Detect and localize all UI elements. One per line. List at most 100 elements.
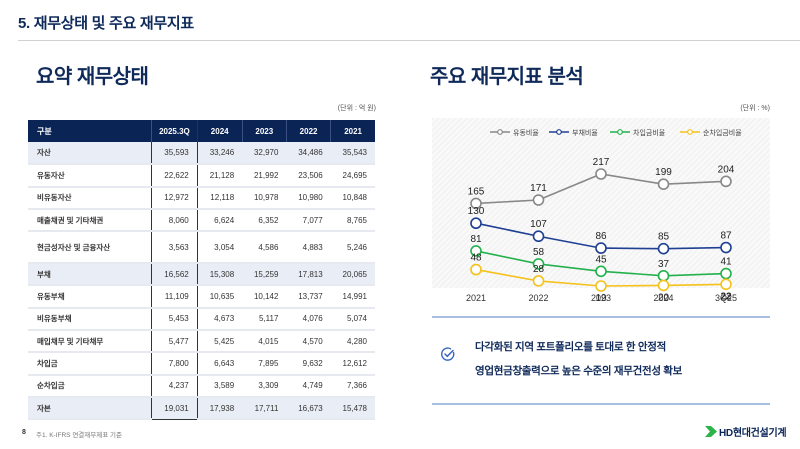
data-point — [532, 258, 545, 270]
table-cell: 7,366 — [330, 374, 375, 398]
table-cell: 3,589 — [197, 374, 243, 398]
data-point — [595, 168, 607, 180]
table-cell: 4,749 — [286, 374, 331, 398]
table-row: 유동자산 22,622 21,128 21,992 23,506 24,695 — [28, 164, 375, 188]
table-cell: 35,543 — [330, 142, 375, 166]
table-cell: 5,074 — [330, 307, 375, 332]
table-cell: 3,054 — [197, 231, 243, 265]
table-cell: 17,711 — [242, 396, 287, 421]
data-point — [657, 178, 670, 190]
table-header-row: 구분 2025.3Q 2024 2023 2022 2021 — [28, 120, 375, 142]
row-label: 현금성자산 및 금융자산 — [28, 231, 152, 265]
table-cell: 6,624 — [197, 208, 243, 233]
table-cell: 9,632 — [286, 352, 331, 376]
table-cell: 6,643 — [197, 352, 243, 376]
data-point — [595, 242, 607, 254]
data-point — [657, 242, 670, 255]
callout-top-divider — [432, 316, 770, 318]
table-cell: 4,237 — [151, 374, 198, 398]
table-cell: 7,800 — [151, 352, 198, 376]
table-cell: 15,478 — [330, 396, 375, 421]
table-cell: 3,309 — [242, 374, 287, 398]
table-row: 차입금 7,800 6,643 7,895 9,632 12,612 — [28, 352, 375, 376]
table-cell: 10,142 — [242, 285, 287, 309]
row-label: 순차입금 — [28, 374, 152, 398]
data-point — [720, 278, 732, 291]
row-label: 비유동자산 — [28, 186, 152, 210]
data-point — [532, 194, 545, 206]
table-cell: 8,765 — [330, 208, 375, 233]
table-cell: 17,938 — [197, 396, 243, 421]
table-cell: 7,077 — [286, 208, 331, 233]
table-row: 현금성자산 및 금융자산 3,563 3,054 4,586 4,883 5,246 — [28, 231, 375, 265]
row-label: 매입채무 및 기타채무 — [28, 330, 152, 354]
data-label: 217 — [593, 157, 610, 168]
x-tick-label: 3Q25 — [715, 293, 737, 303]
check-circle-icon — [441, 347, 455, 361]
table-cell: 4,076 — [286, 307, 331, 332]
table-cell: 7,895 — [242, 352, 287, 376]
table-cell: 5,425 — [197, 330, 243, 354]
row-label: 차입금 — [28, 352, 152, 376]
table-cell: 10,978 — [242, 186, 287, 210]
callout-bottom-divider — [432, 403, 770, 405]
data-label: 81 — [470, 234, 482, 245]
legend-marker — [617, 129, 623, 135]
table-cell: 4,586 — [242, 231, 287, 265]
table-cell: 35,593 — [151, 142, 198, 166]
table-row: 부채 16,562 15,308 15,259 17,813 20,065 — [28, 263, 375, 287]
table-cell: 11,109 — [151, 285, 198, 309]
page-number: 8 — [22, 429, 26, 436]
data-point — [532, 275, 545, 287]
data-label: 48 — [470, 253, 482, 264]
legend-label: 유동비율 — [513, 128, 539, 137]
chart-unit-label: (단위 : %) — [740, 105, 770, 112]
table-unit-label: (단위 : 억 원) — [337, 105, 376, 112]
table-cell: 12,612 — [330, 352, 375, 376]
column-header: 구분 — [28, 120, 153, 142]
table-row: 순차입금 4,237 3,589 3,309 4,749 7,366 — [28, 374, 375, 398]
callout-line-1: 다각화된 지역 포트폴리오를 토대로 한 안정적 — [475, 341, 666, 353]
data-point — [470, 245, 482, 257]
data-label: 19 — [595, 293, 607, 304]
logo-text: HD현대건설기계 — [719, 428, 787, 439]
table-cell: 24,695 — [330, 164, 375, 188]
legend-label: 차입금비율 — [633, 128, 666, 137]
column-header: 2022 — [286, 120, 332, 142]
table-cell: 22,622 — [151, 164, 198, 188]
data-label: 20 — [658, 292, 670, 303]
table-row: 비유동부채 5,453 4,673 5,117 4,076 5,074 — [28, 307, 375, 332]
x-tick-label: 2021 — [466, 293, 486, 303]
column-header: 2021 — [330, 120, 375, 142]
table-cell: 5,453 — [151, 307, 198, 332]
table-cell: 4,570 — [286, 330, 331, 354]
ratio-line-chart: 유동비율 부채비율 차입금비율 순차입금비율 165 171 217 199 204 130 107… — [466, 128, 742, 304]
row-label: 자본 — [28, 396, 152, 421]
table-cell: 23,506 — [286, 164, 331, 188]
data-label: 85 — [658, 232, 670, 243]
table-cell: 4,673 — [197, 307, 243, 332]
table-cell: 12,118 — [197, 186, 243, 210]
table-cell: 5,246 — [330, 231, 375, 265]
table-cell: 4,883 — [286, 231, 331, 265]
x-tick-label: 2024 — [653, 293, 673, 303]
data-point — [470, 263, 482, 276]
table-cell: 14,991 — [330, 285, 375, 309]
data-point — [657, 270, 670, 282]
row-label: 부채 — [28, 263, 152, 287]
data-point — [595, 265, 607, 278]
data-label: 22 — [720, 291, 732, 302]
data-label: 41 — [720, 257, 732, 268]
table-cell: 6,352 — [242, 208, 287, 233]
table-cell: 13,737 — [286, 285, 331, 309]
table-cell: 10,848 — [330, 186, 375, 210]
row-label: 유동부채 — [28, 285, 152, 309]
data-point — [532, 230, 545, 243]
legend-marker — [497, 129, 503, 135]
row-label: 비유동부채 — [28, 307, 152, 332]
footnote: 주1. K-IFRS 연결재무제표 기준 — [36, 432, 122, 439]
table-cell: 8,060 — [151, 208, 198, 233]
data-point — [595, 280, 607, 292]
logo-chevron-icon — [705, 426, 717, 437]
table-cell: 16,562 — [151, 263, 198, 287]
